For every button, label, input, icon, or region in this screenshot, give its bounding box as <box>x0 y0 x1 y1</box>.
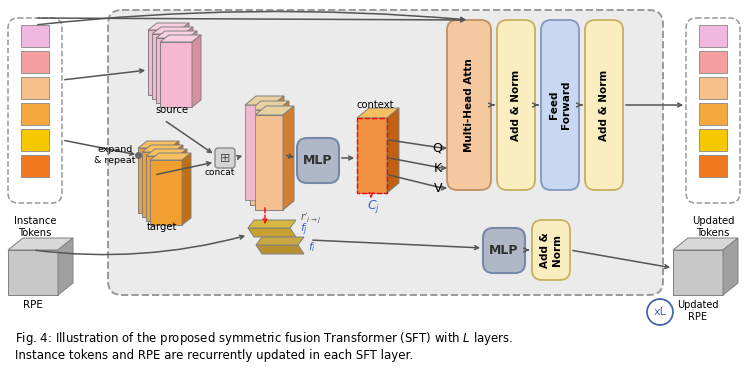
FancyBboxPatch shape <box>541 20 579 190</box>
Polygon shape <box>142 145 183 152</box>
Bar <box>138 148 170 213</box>
Polygon shape <box>178 149 187 221</box>
Polygon shape <box>150 153 191 160</box>
Bar <box>21 103 49 125</box>
Polygon shape <box>184 27 193 99</box>
Text: Add & Norm: Add & Norm <box>599 69 609 141</box>
Text: ⊞: ⊞ <box>220 151 230 165</box>
Text: Fig. 4: Illustration of the proposed symmetric fusion Transformer (SFT) with $L$: Fig. 4: Illustration of the proposed sym… <box>15 330 513 362</box>
Polygon shape <box>170 141 179 213</box>
Bar <box>699 129 727 151</box>
FancyBboxPatch shape <box>483 228 525 273</box>
Bar <box>21 155 49 177</box>
Text: $f_j$: $f_j$ <box>300 222 308 238</box>
Bar <box>699 51 727 73</box>
Polygon shape <box>58 238 73 295</box>
Text: RPE: RPE <box>23 300 43 310</box>
Bar <box>152 34 184 99</box>
Polygon shape <box>256 245 304 254</box>
Text: Updated
Tokens: Updated Tokens <box>692 216 735 238</box>
Bar <box>21 51 49 73</box>
FancyBboxPatch shape <box>585 20 623 190</box>
Bar <box>699 77 727 99</box>
Bar <box>699 25 727 47</box>
Polygon shape <box>188 31 197 103</box>
Text: $f_i$: $f_i$ <box>308 240 316 254</box>
FancyBboxPatch shape <box>447 20 491 190</box>
Polygon shape <box>180 23 189 95</box>
Polygon shape <box>8 238 73 250</box>
Polygon shape <box>673 238 738 250</box>
Bar <box>8 250 58 295</box>
Bar <box>21 25 49 47</box>
Text: target: target <box>147 222 177 232</box>
Polygon shape <box>248 228 296 237</box>
Text: MLP: MLP <box>303 154 333 167</box>
Text: Add & Norm: Add & Norm <box>511 69 521 141</box>
Bar <box>148 30 180 95</box>
Bar <box>150 160 182 225</box>
Text: $C_j$: $C_j$ <box>367 198 381 215</box>
Polygon shape <box>146 149 187 156</box>
Text: Q: Q <box>432 142 442 154</box>
Polygon shape <box>283 106 294 210</box>
Bar <box>245 105 255 200</box>
Polygon shape <box>156 31 197 38</box>
FancyBboxPatch shape <box>215 148 235 168</box>
Bar <box>146 156 178 221</box>
FancyBboxPatch shape <box>686 18 740 203</box>
Polygon shape <box>273 96 284 200</box>
Polygon shape <box>256 237 304 245</box>
Polygon shape <box>278 101 289 205</box>
Bar <box>21 77 49 99</box>
Text: concat: concat <box>205 168 235 177</box>
Text: Add &
Norm: Add & Norm <box>540 232 562 268</box>
Polygon shape <box>138 141 179 148</box>
Polygon shape <box>152 27 193 34</box>
Text: Instance
Tokens: Instance Tokens <box>13 216 56 238</box>
Bar <box>250 110 278 205</box>
Polygon shape <box>160 35 201 42</box>
Polygon shape <box>174 145 183 217</box>
Polygon shape <box>248 220 296 228</box>
Bar <box>156 38 188 103</box>
Text: K: K <box>434 162 442 174</box>
Polygon shape <box>387 108 399 193</box>
Polygon shape <box>723 238 738 295</box>
FancyBboxPatch shape <box>8 18 62 203</box>
Text: MLP: MLP <box>489 243 519 256</box>
Text: Multi-Head Attn: Multi-Head Attn <box>464 58 474 152</box>
Polygon shape <box>148 23 189 30</box>
Bar <box>255 115 283 210</box>
Bar <box>357 118 387 193</box>
FancyBboxPatch shape <box>297 138 339 183</box>
Text: xL: xL <box>654 307 666 317</box>
Text: $r'_{i\rightarrow j}$: $r'_{i\rightarrow j}$ <box>300 212 321 226</box>
FancyBboxPatch shape <box>497 20 535 190</box>
Polygon shape <box>250 101 289 110</box>
Text: expand
& repeat: expand & repeat <box>94 145 135 165</box>
Bar <box>142 152 174 217</box>
FancyBboxPatch shape <box>532 220 570 280</box>
FancyBboxPatch shape <box>108 10 663 295</box>
Text: context: context <box>356 100 393 110</box>
Bar <box>245 105 273 200</box>
Text: V: V <box>434 181 442 194</box>
Text: Updated
RPE: Updated RPE <box>677 300 719 321</box>
Text: source: source <box>156 105 188 115</box>
Circle shape <box>647 299 673 325</box>
Polygon shape <box>357 108 399 118</box>
Bar <box>699 155 727 177</box>
Polygon shape <box>255 106 294 115</box>
Bar <box>160 42 192 107</box>
Polygon shape <box>245 96 284 105</box>
Polygon shape <box>192 35 201 107</box>
Bar <box>699 103 727 125</box>
Bar <box>673 250 723 295</box>
Bar <box>21 129 49 151</box>
Polygon shape <box>182 153 191 225</box>
Text: Feed
Forward: Feed Forward <box>549 81 571 129</box>
